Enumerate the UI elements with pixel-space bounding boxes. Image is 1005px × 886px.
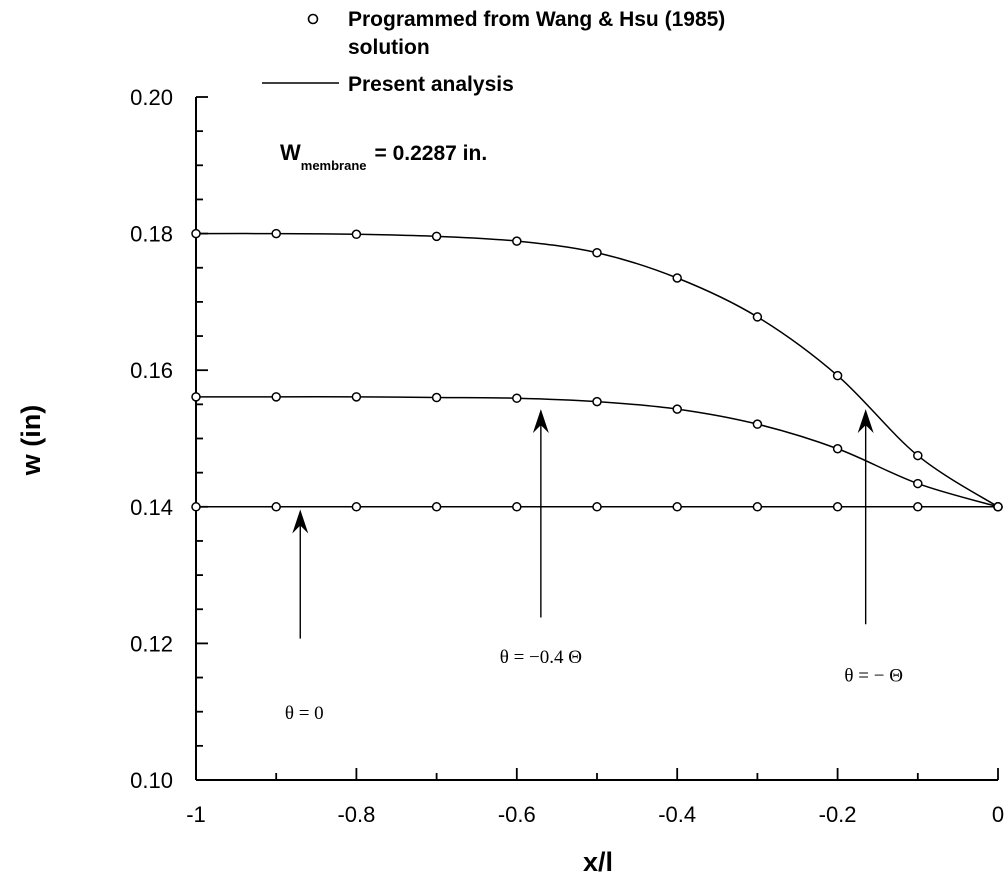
data-point-marker	[752, 312, 763, 322]
x-tick-label: -0.2	[819, 802, 857, 827]
data-point-marker	[832, 443, 843, 454]
annotation-arrowhead	[532, 409, 549, 434]
y-axis-title: w (in)	[16, 405, 46, 476]
data-point-marker	[913, 502, 923, 512]
data-point-marker	[832, 502, 843, 512]
legend-line-label: Present analysis	[348, 73, 514, 96]
membrane-main: W	[280, 140, 301, 165]
annotation-arrowhead	[857, 409, 874, 434]
annotation-label: θ = − Θ	[844, 666, 903, 687]
y-tick-label: 0.18	[130, 222, 173, 247]
x-axis-title: x/l	[583, 847, 613, 877]
data-point-marker	[832, 370, 843, 381]
y-tick-label: 0.10	[130, 768, 173, 793]
y-tick-label: 0.12	[130, 631, 173, 656]
x-tick-label: -1	[186, 802, 206, 827]
annotation-label: θ = −0.4 Θ	[500, 647, 582, 668]
series-curve	[195, 232, 999, 508]
data-point-marker	[592, 396, 602, 407]
data-point-marker	[271, 392, 281, 402]
data-point-marker	[512, 393, 522, 403]
y-tick-label: 0.16	[130, 358, 173, 383]
series-2	[191, 228, 1003, 512]
annotations: θ = 0 θ = −0.4 Θ θ = − Θ	[285, 409, 903, 724]
data-point-marker	[993, 502, 1003, 512]
data-point-marker	[191, 228, 201, 239]
data-point-marker	[351, 229, 362, 240]
membrane-label: Wmembrane = 0.2287 in.	[280, 140, 487, 173]
tick-labels: -1 -0.8 -0.6 -0.4 -0.2 0 0.20 0.18 0.16 0.14 0.12 0…	[130, 85, 1004, 827]
data-point-marker	[191, 392, 201, 402]
data-point-marker	[672, 502, 682, 512]
membrane-subscript: membrane	[301, 158, 367, 173]
series-0	[191, 502, 1003, 512]
series-1	[191, 392, 1003, 512]
series-curve	[195, 396, 999, 508]
data-point-marker	[672, 273, 682, 283]
x-tick-label: -0.8	[337, 802, 375, 827]
data-point-marker	[271, 502, 281, 512]
annotation-label: θ = 0	[285, 703, 324, 724]
data-point-marker	[512, 236, 522, 246]
x-tick-label: 0	[992, 802, 1004, 827]
legend-marker-symbol	[307, 13, 319, 25]
data-point-marker	[752, 419, 763, 429]
x-tick-label: -0.6	[498, 802, 536, 827]
series-group	[191, 228, 1003, 512]
legend-marker-label-line2: solution	[348, 36, 430, 59]
data-point-marker	[672, 404, 682, 414]
data-point-marker	[191, 502, 201, 512]
membrane-value: = 0.2287 in.	[375, 142, 488, 165]
data-point-marker	[431, 502, 442, 512]
data-point-marker	[351, 392, 362, 402]
y-tick-label: 0.20	[130, 85, 173, 110]
y-tick-label: 0.14	[130, 495, 173, 520]
annotation-arrowhead	[292, 509, 309, 534]
data-point-marker	[271, 228, 281, 239]
data-point-marker	[913, 478, 923, 489]
data-point-marker	[512, 502, 522, 512]
x-tick-label: -0.4	[658, 802, 696, 827]
data-point-marker	[752, 502, 763, 512]
data-point-marker	[592, 502, 602, 512]
legend-marker-label-line1: Programmed from Wang & Hsu (1985)	[348, 8, 725, 31]
data-point-marker	[431, 392, 442, 403]
data-point-marker	[592, 247, 602, 258]
data-point-marker	[431, 231, 442, 242]
data-point-marker	[913, 450, 923, 461]
legend: Programmed from Wang & Hsu (1985) soluti…	[262, 8, 725, 96]
data-point-marker	[351, 502, 362, 512]
